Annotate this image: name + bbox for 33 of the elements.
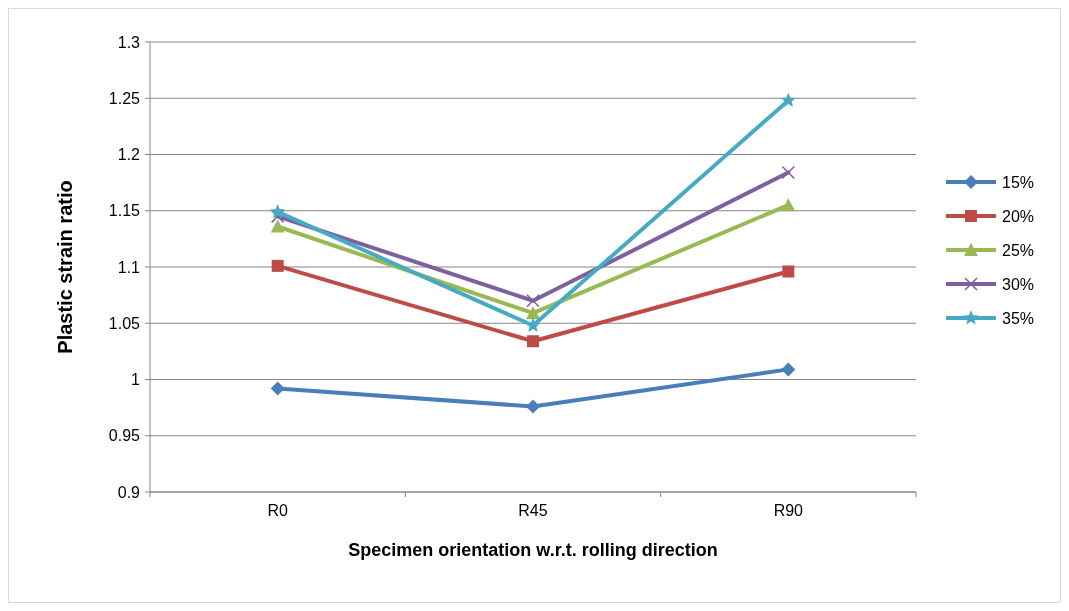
y-tick-label: 1.05 — [108, 314, 141, 332]
legend-label: 15% — [1002, 173, 1035, 191]
y-tick-label: 0.95 — [108, 427, 141, 445]
point — [781, 198, 796, 212]
legend-label: 25% — [1002, 241, 1035, 259]
point — [780, 92, 796, 107]
x-tick-label: R45 — [518, 502, 548, 519]
legend-label: 35% — [1002, 309, 1035, 327]
x-tick-label: R0 — [267, 502, 288, 519]
point — [526, 399, 540, 414]
y-tick-label: 0.9 — [117, 483, 141, 501]
point — [271, 259, 284, 272]
legend-label: 30% — [1002, 275, 1035, 293]
y-tick-label: 1 — [131, 371, 141, 389]
y-axis-title: Plastic strain ratio — [54, 180, 76, 354]
point — [270, 381, 285, 396]
point — [270, 219, 285, 233]
y-tick-label: 1.1 — [117, 258, 141, 276]
point — [270, 203, 286, 219]
point — [526, 294, 540, 308]
point — [782, 265, 795, 278]
x-axis-title: Specimen orientation w.r.t. rolling direction — [348, 540, 718, 560]
y-tick-label: 1.15 — [108, 202, 141, 220]
y-tick-label: 1.3 — [117, 33, 141, 51]
point — [527, 335, 539, 348]
y-tick-label: 1.2 — [117, 146, 141, 164]
y-tick-label: 1.25 — [108, 89, 141, 107]
point — [270, 209, 285, 224]
x-tick-label: R90 — [773, 502, 804, 519]
point — [781, 165, 796, 180]
point — [781, 362, 796, 377]
point — [526, 306, 540, 320]
legend-label: 20% — [1002, 207, 1035, 225]
